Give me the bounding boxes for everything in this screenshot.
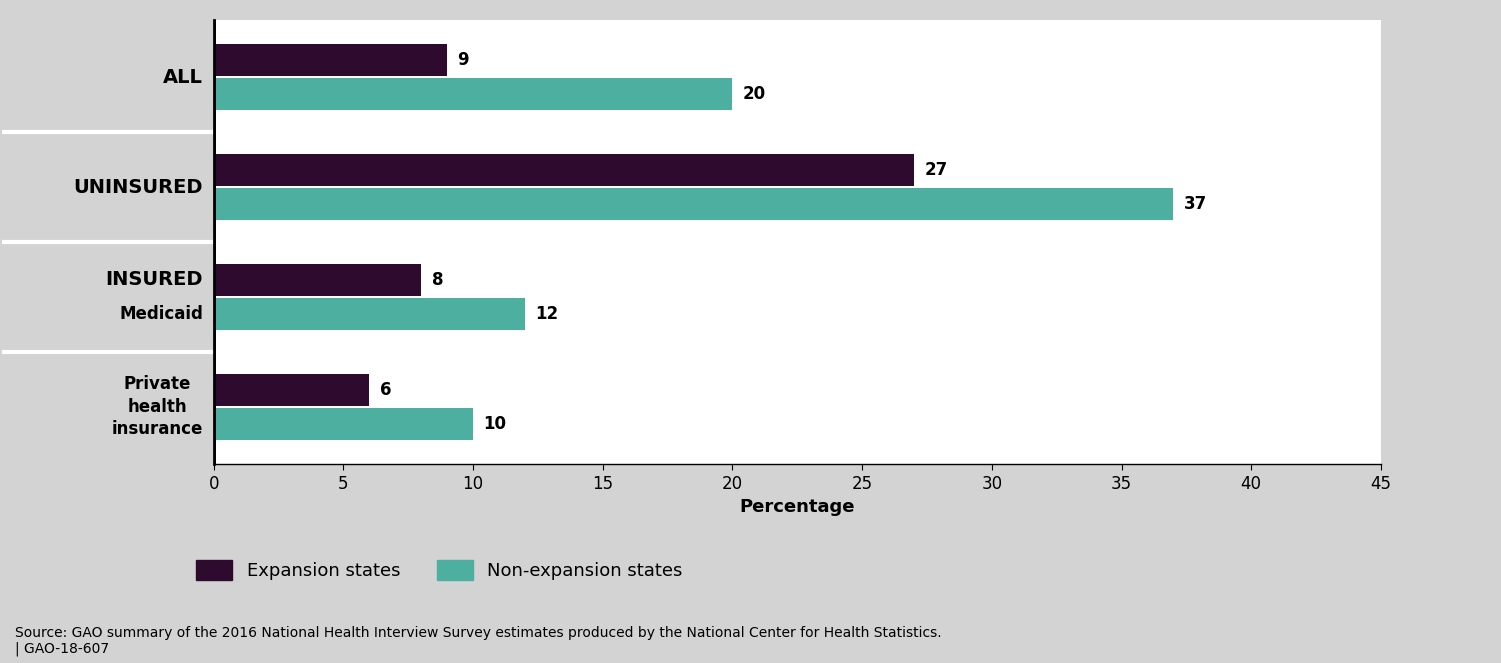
Text: 10: 10 <box>483 414 506 432</box>
Text: 20: 20 <box>743 86 766 103</box>
Text: ALL: ALL <box>164 68 203 87</box>
Bar <box>213 78 732 110</box>
Text: 12: 12 <box>536 305 558 323</box>
Text: 37: 37 <box>1184 195 1207 213</box>
Bar <box>213 408 473 440</box>
Text: 8: 8 <box>432 271 443 289</box>
Text: 9: 9 <box>458 52 470 70</box>
Text: 6: 6 <box>380 381 392 398</box>
Text: 27: 27 <box>925 161 947 179</box>
Bar <box>213 188 1174 220</box>
Text: UNINSURED: UNINSURED <box>74 178 203 197</box>
Text: Private
health
insurance: Private health insurance <box>111 375 203 438</box>
Text: INSURED: INSURED <box>105 271 203 290</box>
Bar <box>213 154 914 186</box>
Legend: Expansion states, Non-expansion states: Expansion states, Non-expansion states <box>189 552 689 587</box>
Bar <box>213 374 369 406</box>
Text: Source: GAO summary of the 2016 National Health Interview Survey estimates produ: Source: GAO summary of the 2016 National… <box>15 626 941 656</box>
Text: Medicaid: Medicaid <box>119 305 203 323</box>
Bar <box>213 44 447 76</box>
Bar <box>213 298 525 330</box>
Bar <box>213 264 422 296</box>
X-axis label: Percentage: Percentage <box>740 498 856 516</box>
